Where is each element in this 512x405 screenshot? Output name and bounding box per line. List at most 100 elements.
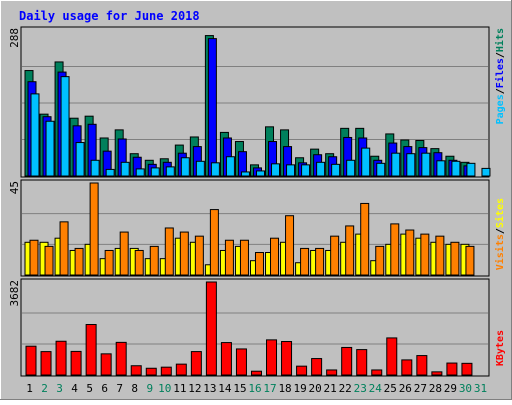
pages-bar — [120, 161, 130, 177]
visits-bar — [465, 245, 475, 276]
legend-separator: / — [495, 52, 506, 58]
pages-bar — [135, 168, 145, 177]
day-label: 28 — [429, 382, 442, 395]
pages-bar — [481, 167, 491, 177]
visits-bar — [254, 252, 264, 276]
visits-bar — [164, 227, 174, 276]
kbytes-bar — [55, 340, 67, 376]
visits-bar — [405, 229, 415, 276]
visits-bar — [239, 239, 249, 276]
visits-bar — [179, 231, 189, 276]
day-label: 16 — [248, 382, 261, 395]
visits-bar — [345, 225, 355, 276]
pages-bar — [105, 168, 115, 177]
kbytes-bar — [446, 362, 458, 376]
legend-kbytes: KBytes — [495, 330, 506, 366]
day-label: 8 — [131, 382, 138, 395]
visits-bar — [285, 215, 295, 276]
pages-bar — [210, 162, 220, 177]
pages-bar — [255, 170, 265, 177]
day-label: 17 — [263, 382, 276, 395]
pages-bar — [406, 153, 416, 177]
pages-bar — [451, 160, 461, 177]
pages-bar — [391, 152, 401, 177]
day-label: 5 — [86, 382, 93, 395]
legend-separator: / — [495, 228, 506, 234]
kbytes-bar — [25, 345, 37, 376]
kbytes-bar — [401, 359, 413, 376]
pages-bar — [75, 142, 85, 177]
kbytes-bar — [85, 324, 97, 376]
kbytes-bar — [115, 341, 127, 376]
visits-bar — [209, 209, 219, 276]
pages-bar — [150, 167, 160, 177]
x-axis-labels: 1 2 3 4 5 6 7 8 9 10 11 12 13 14 15 16 17 18 19 20 21 22 23 24 2… — [26, 382, 487, 395]
day-label: 14 — [218, 382, 232, 395]
kbytes-bar — [371, 369, 383, 376]
legend-item: Sites — [494, 198, 506, 228]
pages-bar — [361, 147, 371, 177]
pages-bar — [286, 164, 296, 177]
legend-item: Pages — [495, 94, 506, 124]
visits-bar — [29, 239, 39, 276]
pages-bar — [301, 164, 311, 177]
kbytes-bar — [100, 353, 112, 376]
kbytes-bar — [281, 341, 293, 376]
visits-bar — [149, 245, 159, 276]
legend-hits-files-pages: Pages/Files/Hits — [494, 28, 506, 124]
pages-bar — [45, 120, 55, 177]
pages-bar — [240, 171, 250, 177]
visits-bar — [44, 245, 54, 276]
legend-item: Hits — [494, 28, 506, 52]
kbytes-bar — [341, 346, 353, 376]
pages-bar — [165, 166, 175, 177]
day-label: 6 — [101, 382, 108, 395]
day-label: 18 — [278, 382, 291, 395]
day-label: 15 — [233, 382, 246, 395]
day-label: 21 — [324, 382, 337, 395]
day-label: 20 — [309, 382, 322, 395]
day-label: 7 — [116, 382, 123, 395]
kbytes-bar — [145, 367, 157, 376]
pages-bar — [346, 159, 356, 177]
kbytes-bar — [40, 351, 52, 376]
day-label: 31 — [474, 382, 487, 395]
day-label: 4 — [71, 382, 78, 395]
legend-item: KBytes — [495, 330, 506, 366]
day-label: 22 — [339, 382, 352, 395]
pages-bar — [60, 76, 70, 177]
kbytes-bar — [130, 365, 142, 376]
kbytes-max-label: 3682 — [8, 280, 21, 307]
day-label: 10 — [158, 382, 171, 395]
day-label: 19 — [293, 382, 306, 395]
bars — [24, 35, 491, 376]
pages-bar — [90, 159, 100, 177]
legend-separator: / — [495, 88, 506, 94]
pages-bar — [195, 160, 205, 177]
legend-item: Visits — [494, 234, 506, 270]
kbytes-bar — [205, 281, 217, 376]
legend-visits-sites: Visits/Sites — [494, 198, 506, 270]
kbytes-bar — [160, 366, 172, 376]
visits-bar — [194, 235, 204, 276]
pages-bar — [376, 162, 386, 177]
kbytes-bar — [296, 365, 308, 376]
visits-bar — [390, 223, 400, 276]
day-label: 25 — [384, 382, 397, 395]
pages-bar — [466, 162, 476, 177]
visits-bar — [270, 237, 280, 276]
visits-bar — [435, 235, 445, 276]
day-label: 24 — [369, 382, 383, 395]
kbytes-bar — [311, 358, 323, 376]
kbytes-bar — [461, 362, 473, 376]
day-label: 27 — [414, 382, 427, 395]
kbytes-bar — [326, 369, 338, 376]
kbytes-bar — [416, 355, 428, 376]
visits-bar — [59, 221, 69, 276]
kbytes-bar — [190, 351, 202, 376]
kbytes-bar — [386, 337, 398, 376]
visits-bar — [74, 247, 84, 276]
visits-bar — [224, 239, 234, 276]
